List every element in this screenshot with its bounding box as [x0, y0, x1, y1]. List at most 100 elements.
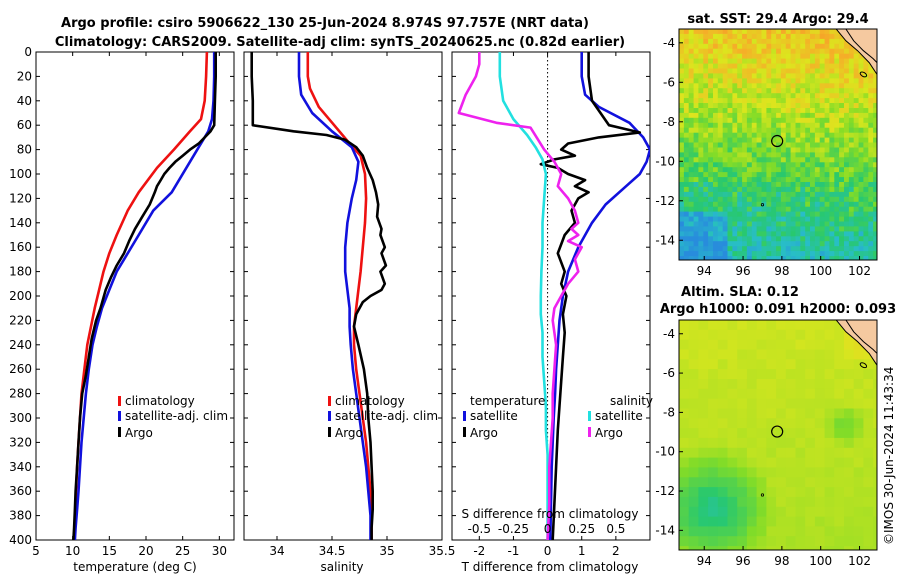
map-cell: [819, 63, 826, 70]
map-cell: [688, 201, 695, 208]
map-cell: [824, 108, 831, 114]
map-cell: [771, 216, 777, 223]
map-cell: [679, 196, 685, 203]
sst-map-title: sat. SST: 29.4 Argo: 29.4: [687, 12, 868, 27]
map-cell: [810, 236, 816, 242]
map-cell: [713, 201, 719, 208]
map-cell: [722, 226, 729, 232]
map-cell: [868, 236, 874, 242]
map-cell: [834, 201, 840, 208]
map-cell: [756, 256, 763, 260]
map-cell: [853, 398, 864, 409]
map-cell: [790, 206, 797, 213]
map-cell: [814, 251, 821, 257]
map-cell: [819, 256, 826, 260]
map-cell: [751, 98, 758, 104]
map-cell: [805, 157, 811, 163]
map-cell: [795, 127, 801, 134]
map-cell: [795, 103, 801, 109]
map-cell: [805, 496, 816, 508]
map-cell: [819, 48, 826, 55]
map-cell: [814, 418, 826, 429]
map-cell: [829, 182, 835, 188]
map-cell: [703, 186, 709, 193]
map-cell: [868, 186, 874, 193]
map-cell: [839, 73, 845, 79]
map-cell: [698, 447, 709, 459]
map-cell: [727, 369, 738, 380]
map-cell: [858, 127, 865, 134]
map-cell: [717, 546, 729, 550]
temperature-xlabel: temperature (deg C): [73, 560, 196, 574]
map-cell: [717, 48, 724, 55]
depth-tick-label: 120: [9, 191, 32, 205]
map-cell: [746, 329, 758, 341]
map-cell: [737, 201, 743, 208]
map-cell: [698, 349, 709, 360]
map-cell: [780, 241, 787, 247]
map-cell: [810, 108, 816, 114]
map-cell: [819, 241, 826, 247]
map-cell: [785, 496, 797, 508]
map-cell: [858, 206, 865, 213]
map-cell: [814, 536, 826, 547]
map-cell: [790, 201, 797, 208]
map-cell: [805, 83, 811, 89]
map-cell: [679, 487, 690, 498]
map-cell: [829, 122, 835, 129]
map-cell: [766, 398, 777, 409]
map-cell: [766, 487, 777, 498]
map-cell: [810, 93, 816, 99]
map-cell: [776, 236, 782, 242]
map-cell: [795, 206, 801, 213]
map-cell: [873, 196, 877, 203]
map-cell: [708, 516, 719, 527]
map-cell: [761, 172, 767, 178]
map-cell: [810, 246, 816, 252]
map-cell: [761, 167, 767, 173]
lat-tick-label: -8: [663, 115, 675, 129]
map-cell: [746, 167, 753, 173]
map-cell: [853, 172, 860, 178]
map-cell: [679, 206, 685, 213]
map-cell: [785, 457, 797, 468]
map-cell: [703, 162, 709, 168]
map-cell: [688, 398, 699, 409]
difference-panel: -2 -1 0 1 2 temperature satellite Argo salin…: [451, 51, 653, 574]
map-cell: [853, 201, 860, 208]
map-cell: [756, 526, 767, 537]
map-cell: [824, 467, 835, 478]
map-cell: [790, 73, 797, 79]
map-cell: [863, 162, 869, 168]
map-cell: [679, 157, 685, 163]
map-cell: [834, 157, 840, 163]
map-cell: [795, 112, 801, 119]
map-cell: [742, 216, 748, 223]
map-cell: [727, 98, 733, 104]
map-cell: [771, 177, 777, 183]
map-cell: [848, 221, 855, 227]
map-cell: [834, 48, 840, 55]
map-cell: [717, 112, 724, 119]
map-cell: [800, 231, 806, 237]
map-cell: [868, 112, 874, 119]
map-cell: [756, 117, 763, 124]
map-cell: [800, 98, 806, 104]
map-cell: [688, 206, 695, 213]
map-cell: [853, 83, 860, 89]
map-cell: [698, 182, 704, 188]
map-cell: [737, 211, 743, 218]
map-cell: [708, 251, 714, 257]
series-line-satellite-adj-clim: [297, 52, 372, 540]
map-cell: [853, 68, 860, 74]
map-cell: [858, 241, 865, 247]
map-cell: [717, 418, 729, 429]
map-cell: [863, 157, 869, 163]
map-cell: [810, 98, 816, 104]
map-cell: [766, 437, 777, 449]
map-cell: [795, 38, 801, 45]
map-cell: [800, 167, 806, 173]
map-cell: [742, 182, 748, 188]
map-cell: [737, 516, 748, 527]
map-cell: [868, 88, 874, 94]
